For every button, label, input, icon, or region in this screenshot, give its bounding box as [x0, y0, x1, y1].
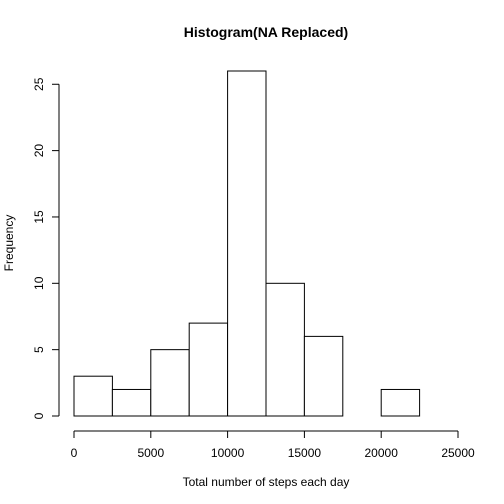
bars-group [73, 70, 421, 417]
histogram-bar [303, 335, 344, 417]
x-tick-label: 5000 [137, 446, 164, 460]
x-axis-ticks: 0 5000 10000 15000 20000 25000 [71, 431, 475, 460]
y-tick-label: 25 [32, 77, 46, 91]
y-axis-label: Frequency [2, 215, 16, 272]
histogram-bar [265, 282, 305, 417]
y-tick-label: 15 [32, 210, 46, 224]
x-axis-label: Total number of steps each day [183, 475, 350, 489]
x-tick-label: 15000 [288, 446, 322, 460]
x-tick-label: 0 [71, 446, 78, 460]
histogram-bar [188, 322, 229, 417]
y-axis-ticks: 0 5 10 15 20 25 [32, 77, 59, 419]
histogram-bar [150, 349, 190, 417]
x-tick-label: 25000 [441, 446, 475, 460]
histogram-bar [227, 70, 267, 417]
histogram-bar [380, 388, 421, 417]
x-tick-label: 20000 [365, 446, 399, 460]
histogram-bar [73, 375, 113, 417]
y-tick-label: 10 [32, 276, 46, 290]
x-tick-label: 10000 [211, 446, 245, 460]
histogram-bar [111, 388, 152, 417]
chart-title: Histogram(NA Replaced) [184, 24, 348, 40]
y-tick-label: 5 [32, 346, 46, 353]
y-tick-label: 0 [32, 412, 46, 419]
y-tick-label: 20 [32, 144, 46, 158]
